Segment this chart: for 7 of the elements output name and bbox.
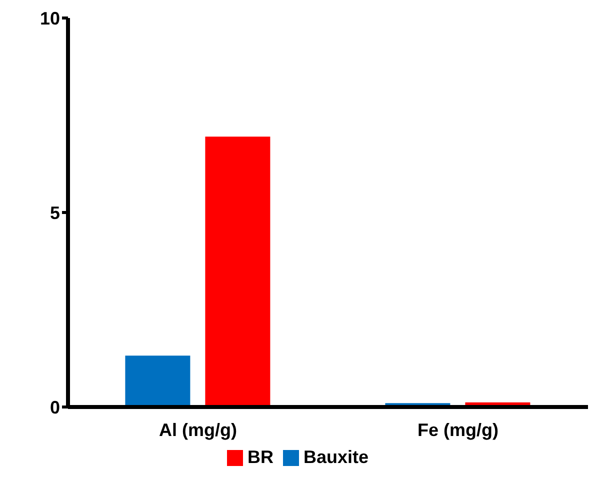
legend-label: BR	[247, 447, 274, 467]
x-tick-label: Fe (mg/g)	[418, 420, 498, 440]
legend-label: Bauxite	[303, 447, 369, 467]
y-tick-label: 5	[50, 202, 60, 223]
x-tick-label: Al (mg/g)	[159, 420, 237, 440]
y-tick-label: 0	[50, 397, 60, 418]
y-tick-label: 10	[40, 8, 60, 28]
